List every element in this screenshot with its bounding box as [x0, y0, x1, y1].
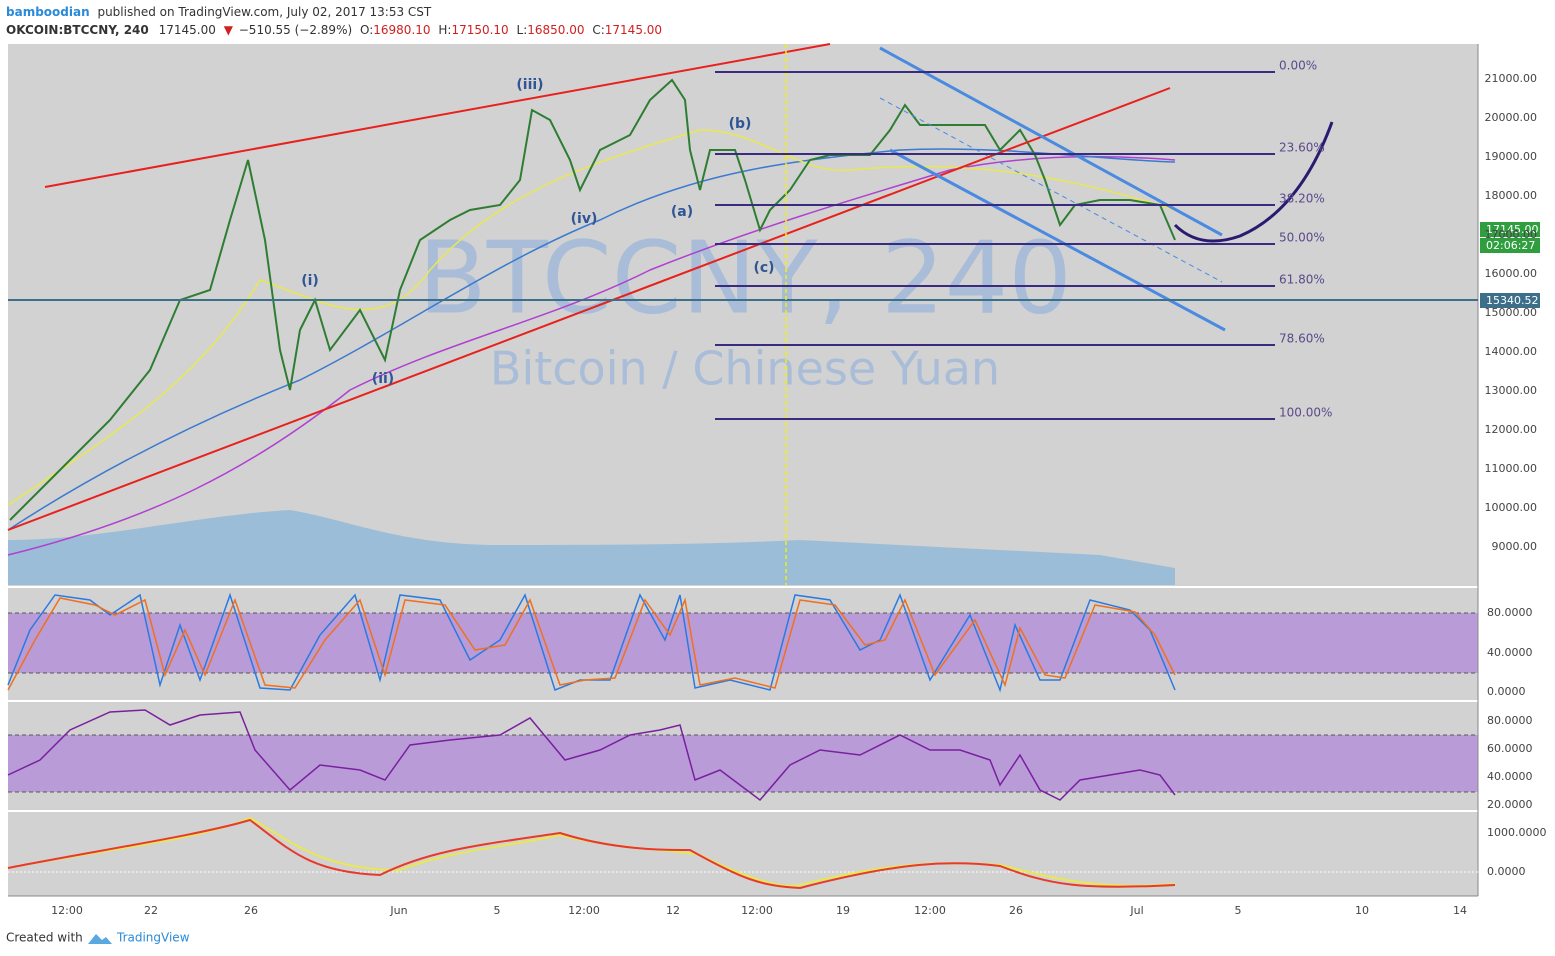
watermark-symbol: BTCCNY, 240	[418, 219, 1072, 336]
main-pane	[8, 44, 1478, 586]
stoch-axis-label: 80.0000	[1487, 606, 1533, 619]
macd-line	[7, 818, 1176, 890]
change: −510.55 (−2.89%)	[239, 23, 352, 37]
price-axis-label: 10000.00	[1485, 501, 1538, 514]
time-axis-label: 5	[494, 904, 501, 917]
author: bamboodian	[6, 5, 90, 19]
countdown-tag	[1480, 238, 1540, 253]
ma-yellow	[7, 129, 1176, 506]
low: 16850.00	[527, 23, 584, 37]
macd-pane	[8, 812, 1478, 896]
level-price: 15340.52	[1486, 294, 1539, 307]
fib-label: 61.80%	[1279, 273, 1325, 287]
fib-label: 0.00%	[1279, 59, 1317, 73]
published: published on TradingView.com, July 02, 2…	[97, 5, 431, 19]
price-axis-label: 15000.00	[1485, 306, 1538, 319]
fib-lines	[715, 71, 1275, 420]
high: 17150.10	[451, 23, 508, 37]
arc	[1173, 121, 1334, 243]
time-axis-label: 10	[1355, 904, 1369, 917]
fib-label: 100.00%	[1279, 406, 1332, 420]
time-axis-label: 5	[1235, 904, 1242, 917]
wave-label: (iii)	[516, 77, 543, 93]
channel-mid	[879, 97, 1223, 283]
price-axis-label: 13000.00	[1485, 384, 1538, 397]
time-axis-label: 12:00	[741, 904, 773, 917]
time-axis-label: 12:00	[568, 904, 600, 917]
fib-label: 50.00%	[1279, 231, 1325, 245]
high-label: H:	[438, 23, 451, 37]
ma-purple	[7, 156, 1176, 556]
rsi-axis-label: 60.0000	[1487, 742, 1533, 755]
time-axis-label: 26	[1009, 904, 1023, 917]
channel-upper	[879, 46, 1223, 237]
time-axis-label: 14	[1453, 904, 1467, 917]
rsi-axis-label: 40.0000	[1487, 770, 1533, 783]
fib-label: 23.60%	[1279, 141, 1325, 155]
wave-label: (a)	[671, 204, 693, 220]
close: 17145.00	[605, 23, 662, 37]
symbol: OKCOIN:BTCCNY, 240	[6, 23, 149, 37]
volume-area	[8, 510, 1175, 585]
logo	[88, 934, 112, 944]
rsi-axis-label: 20.0000	[1487, 798, 1533, 811]
time-axis-label: Jul	[1129, 904, 1143, 917]
close-label: C:	[592, 23, 604, 37]
low-label: L:	[517, 23, 528, 37]
price-path	[9, 78, 1176, 521]
time-axis-label: 12:00	[914, 904, 946, 917]
last: 17145.00	[159, 23, 216, 37]
stoch-band	[8, 613, 1478, 673]
macd-axis-label: 1000.0000	[1487, 826, 1547, 839]
stoch-axis-label: 0.0000	[1487, 685, 1526, 698]
header-line: bamboodian published on TradingView.com,…	[6, 5, 432, 19]
fib-label: 78.60%	[1279, 332, 1325, 346]
time-axis-label: 19	[836, 904, 850, 917]
rsi-axis-label: 80.0000	[1487, 714, 1533, 727]
price-axis-label: 17000.00	[1485, 228, 1538, 241]
stoch-axis-label: 40.0000	[1487, 646, 1533, 659]
price-axis-label: 19000.00	[1485, 150, 1538, 163]
symbol-line: OKCOIN:BTCCNY, 240 17145.00 ▼ −510.55 (−…	[6, 23, 662, 37]
price-axis-label: 14000.00	[1485, 345, 1538, 358]
stoch-d	[7, 597, 1176, 691]
countdown: 02:06:27	[1486, 239, 1535, 252]
price-axis-label: 20000.00	[1485, 111, 1538, 124]
price-axis-label: 9000.00	[1492, 540, 1538, 553]
rsi-line	[7, 709, 1176, 802]
time-axis-label: Jun	[389, 904, 407, 917]
level-tag	[1480, 293, 1540, 308]
price-axis-label: 16000.00	[1485, 267, 1538, 280]
last-price: 17145.00	[1486, 223, 1539, 236]
ma-blue	[7, 148, 1176, 531]
footer-brand[interactable]: TradingView	[116, 931, 190, 945]
time-axis-label: 22	[144, 904, 158, 917]
rsi-band	[8, 735, 1478, 792]
fib-label: 38.20%	[1279, 192, 1325, 206]
wave-label: (iv)	[571, 211, 598, 227]
time-axis-label: 12	[666, 904, 680, 917]
macd-axis-label: 0.0000	[1487, 865, 1526, 878]
open-label: O:	[360, 23, 373, 37]
watermark-description: Bitcoin / Chinese Yuan	[490, 342, 1000, 396]
wave-label: (b)	[729, 116, 752, 132]
time-axis-label: 26	[244, 904, 258, 917]
price-axis-label: 18000.00	[1485, 189, 1538, 202]
price-axis-label: 11000.00	[1485, 462, 1538, 475]
wave-label: (c)	[753, 260, 774, 276]
wave-label: (i)	[301, 273, 319, 289]
price-axis-label: 21000.00	[1485, 72, 1538, 85]
footer-created: Created with	[6, 931, 83, 945]
wave-label: (ii)	[372, 371, 394, 387]
arrow: ▼	[224, 23, 234, 37]
wedge-lower	[7, 87, 1171, 531]
open: 16980.10	[373, 23, 430, 37]
price-axis-label: 12000.00	[1485, 423, 1538, 436]
last-price-tag	[1480, 222, 1540, 237]
time-axis-label: 12:00	[51, 904, 83, 917]
wedge-upper	[44, 43, 831, 188]
